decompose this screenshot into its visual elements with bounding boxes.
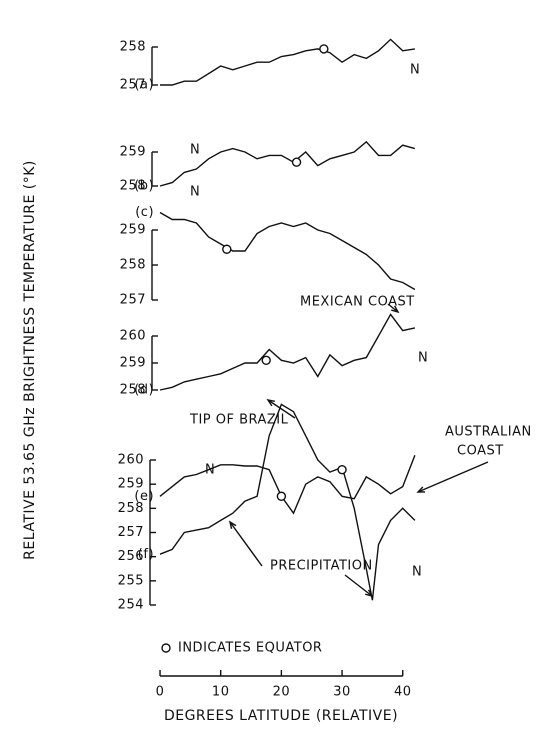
annotation: N: [418, 351, 428, 366]
y-tick-label: 260: [120, 329, 146, 344]
annotation: AUSTRALIAN: [445, 425, 532, 440]
series-label: (f): [138, 547, 154, 562]
annotation: N: [190, 185, 200, 200]
arrow: [344, 574, 373, 597]
y-tick-label: 258: [120, 179, 146, 194]
y-axis-label: RELATIVE 53.65 GHz BRIGHTNESS TEMPERATUR…: [22, 160, 38, 560]
equator-marker: [222, 244, 232, 254]
arrow: [387, 303, 399, 313]
y-tick-label: 257: [120, 78, 146, 93]
y-tick-label: 257: [120, 293, 146, 308]
annotation: N: [412, 565, 422, 580]
x-tick-label: 0: [156, 685, 165, 700]
y-tick-label: 256: [118, 549, 144, 564]
annotation: INDICATES EQUATOR: [178, 641, 322, 656]
y-tick-label: 259: [120, 223, 146, 238]
y-tick-label: 258: [118, 501, 144, 516]
annotation: N: [410, 63, 420, 78]
series-label: (e): [134, 489, 154, 504]
x-tick-label: 20: [273, 685, 291, 700]
x-tick-label: 10: [212, 685, 230, 700]
arrow-head: [228, 520, 237, 529]
trace: [159, 403, 416, 601]
y-tick-label: 257: [118, 525, 144, 540]
x-tick-label: 40: [394, 685, 412, 700]
trace: [159, 140, 416, 187]
trace: [159, 313, 416, 391]
trace: [159, 454, 416, 515]
arrow: [267, 399, 296, 419]
equator-marker: [291, 157, 302, 167]
x-axis-label: DEGREES LATITUDE (RELATIVE): [164, 708, 398, 724]
annotation: N: [205, 463, 215, 478]
series-label: (d): [134, 383, 154, 398]
y-tick-label: 254: [118, 598, 144, 613]
y-tick-label: 259: [120, 145, 146, 160]
y-tick-label: 259: [120, 356, 146, 371]
annotation: MEXICAN COAST: [300, 295, 415, 310]
arrow-head: [365, 589, 374, 598]
series-label: (b): [134, 179, 154, 194]
series-label: (c): [135, 205, 154, 220]
arrow-head: [416, 486, 426, 493]
arrow: [229, 521, 263, 567]
arrow-head: [266, 399, 276, 407]
trace: [160, 38, 416, 86]
x-tick-label: 30: [333, 685, 351, 700]
annotation: COAST: [457, 444, 504, 459]
arrow-head: [391, 305, 400, 314]
equator-marker: [337, 464, 347, 475]
y-tick-label: 258: [120, 258, 146, 273]
arrow: [417, 461, 489, 493]
equator-marker: [276, 491, 287, 501]
legend-marker: [161, 643, 171, 653]
y-tick-label: 258: [120, 383, 146, 398]
y-tick-label: 258: [120, 40, 146, 55]
equator-marker: [261, 355, 271, 365]
y-tick-label: 260: [118, 453, 144, 468]
series-label: (a): [134, 78, 154, 93]
annotation: PRECIPITATION: [270, 559, 373, 574]
equator-marker: [319, 44, 329, 54]
trace: [159, 211, 416, 291]
annotation: N: [190, 143, 200, 158]
y-tick-label: 255: [118, 573, 144, 588]
y-tick-label: 259: [118, 477, 144, 492]
annotation: TIP OF BRAZIL: [189, 413, 289, 428]
